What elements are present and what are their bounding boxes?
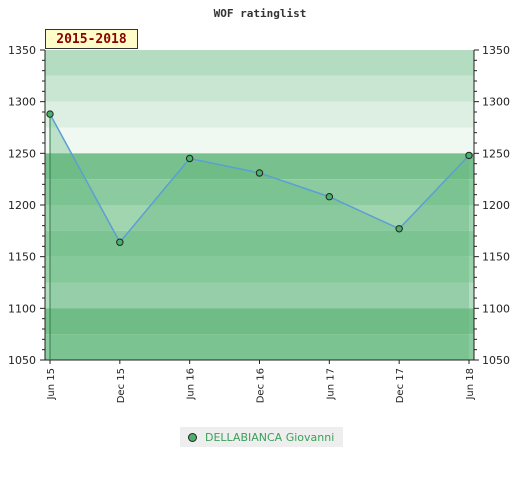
x-axis-labels: Jun 15 Dec 15 Jun 16 Dec 16 Jun 17 Dec 17 Jun … <box>46 368 476 403</box>
y-tick-label-left: 1050 <box>8 354 36 367</box>
y-axis-right-labels: 1050 1100 1150 1200 1250 1300 1350 <box>482 44 510 367</box>
y-tick-label-left: 1150 <box>8 251 36 264</box>
y-tick-label-right: 1350 <box>482 44 510 57</box>
y-tick-label-left: 1250 <box>8 147 36 160</box>
legend-marker <box>188 432 197 442</box>
y-tick-label-right: 1200 <box>482 199 510 212</box>
x-tick-label: Dec 15 <box>116 368 127 403</box>
legend-series-name: DELLABIANCA Giovanni <box>205 430 335 444</box>
series-area <box>50 114 469 360</box>
x-tick-label: Dec 17 <box>395 368 406 403</box>
axes <box>40 49 479 364</box>
y-tick-label-left: 1300 <box>8 96 36 109</box>
band <box>45 282 474 309</box>
x-tick-label: Jun 15 <box>46 368 57 401</box>
legend: DELLABIANCA Giovanni <box>180 427 343 447</box>
data-points <box>46 110 473 246</box>
y-tick-label-left: 1100 <box>8 302 36 315</box>
data-point <box>255 169 264 177</box>
band <box>45 75 474 102</box>
data-point <box>395 225 403 233</box>
y-tick-label-left: 1200 <box>8 199 36 212</box>
band <box>45 50 474 76</box>
x-tick-label: Dec 16 <box>256 368 267 403</box>
band <box>45 308 474 335</box>
x-tick-label: Jun 17 <box>325 368 336 401</box>
data-point <box>116 238 124 246</box>
data-point <box>46 110 54 118</box>
band <box>45 127 474 154</box>
x-tick-label: Jun 18 <box>465 368 476 401</box>
y-tick-label-right: 1100 <box>482 302 510 315</box>
chart-title: WOF ratinglist <box>214 7 307 20</box>
band <box>45 179 474 205</box>
y-tick-label-right: 1300 <box>482 96 510 109</box>
band <box>45 205 474 231</box>
band <box>45 101 474 128</box>
y-tick-label-right: 1150 <box>482 251 510 264</box>
y-axis-left-labels: 1050 1100 1150 1200 1250 1300 1350 <box>8 44 36 367</box>
y-tick-label-left: 1350 <box>8 44 36 57</box>
data-point <box>465 151 473 160</box>
band <box>45 256 474 283</box>
band <box>45 334 474 360</box>
data-point <box>185 154 194 163</box>
y-tick-label-right: 1250 <box>482 147 510 160</box>
y-tick-label-right: 1050 <box>482 354 510 367</box>
period-badge: 2015-2018 <box>45 29 138 49</box>
x-tick-label: Jun 16 <box>186 368 197 401</box>
data-point <box>325 193 334 201</box>
